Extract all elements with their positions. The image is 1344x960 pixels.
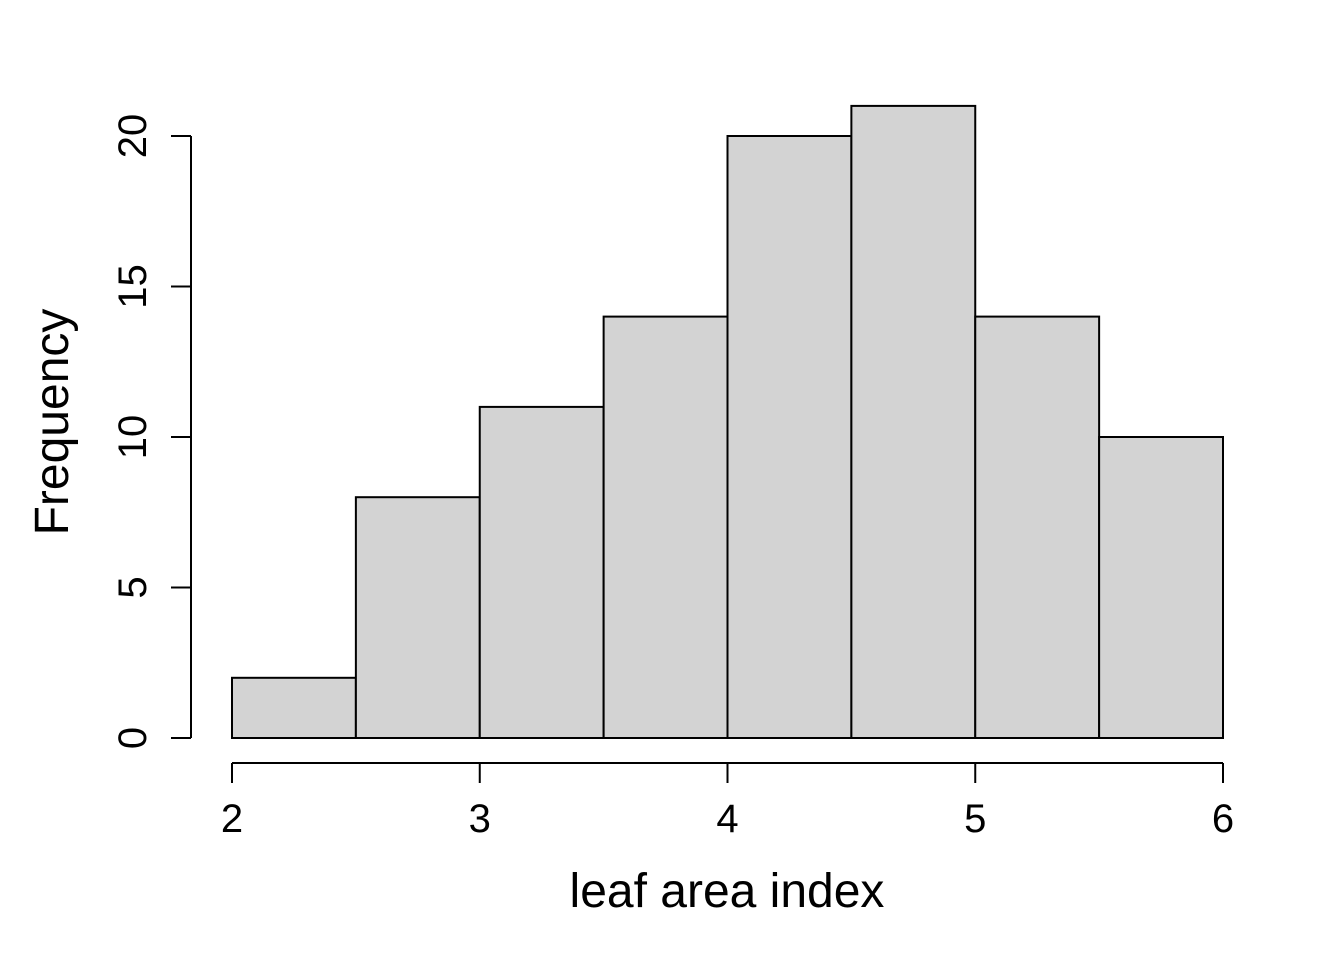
histogram-bar bbox=[354, 496, 481, 740]
y-axis: 0 5 10 15 20 bbox=[111, 114, 192, 749]
histogram-bar bbox=[850, 104, 977, 739]
y-tick-label: 10 bbox=[111, 415, 155, 460]
y-tick-label: 0 bbox=[111, 727, 155, 749]
histogram-bar bbox=[602, 315, 729, 739]
x-tick-label: 5 bbox=[964, 797, 986, 841]
x-axis-title: leaf area index bbox=[570, 865, 885, 918]
histogram-bar bbox=[726, 135, 853, 739]
histogram-bar bbox=[231, 676, 357, 739]
histogram-bar bbox=[1098, 436, 1224, 739]
y-axis-title: Frequency bbox=[26, 309, 79, 536]
y-tick-label: 15 bbox=[111, 264, 155, 309]
histogram-bar bbox=[478, 405, 605, 739]
histogram-bar bbox=[974, 315, 1101, 739]
x-tick-label: 6 bbox=[1212, 797, 1234, 841]
x-tick-label: 4 bbox=[716, 797, 738, 841]
x-axis: 2 3 4 5 6 bbox=[221, 762, 1234, 841]
y-tick-label: 5 bbox=[111, 576, 155, 598]
x-tick-label: 2 bbox=[221, 797, 243, 841]
y-tick-label: 20 bbox=[111, 114, 155, 159]
histogram-bars bbox=[231, 104, 1224, 740]
x-tick-label: 3 bbox=[469, 797, 491, 841]
